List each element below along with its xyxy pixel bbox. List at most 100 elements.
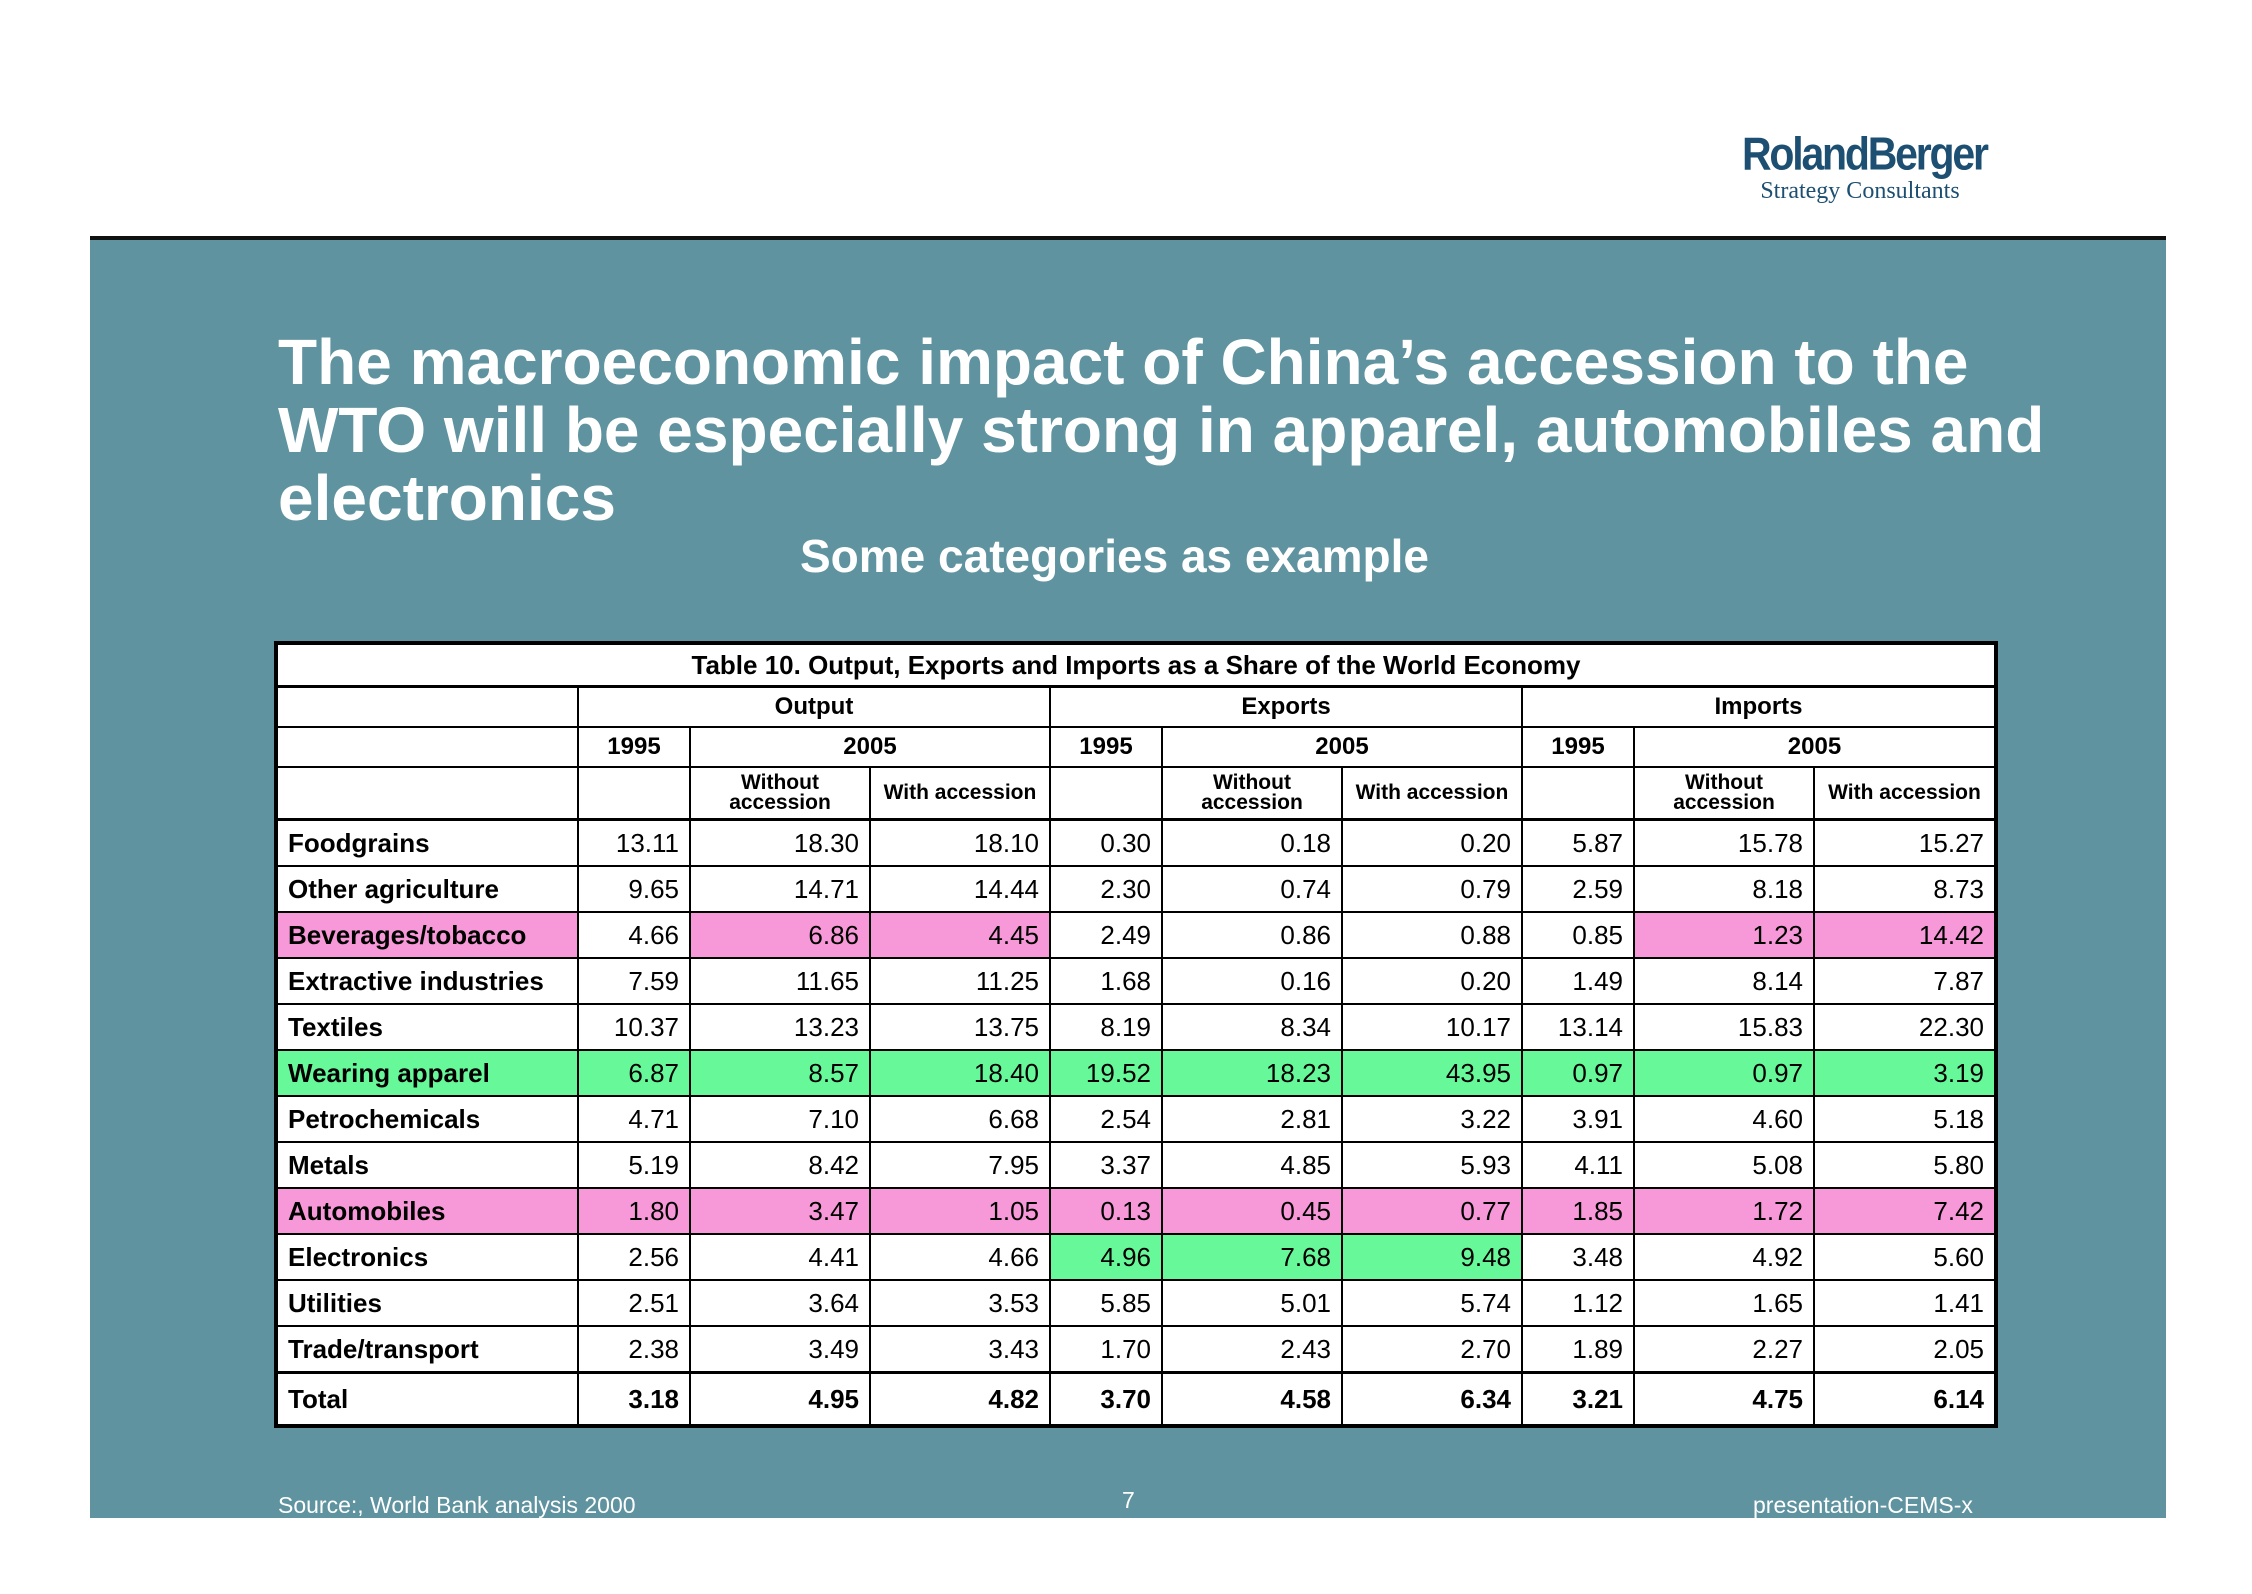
- table-cell: 1.89: [1521, 1325, 1635, 1374]
- top-rule: [90, 236, 2166, 240]
- data-table: Table 10. Output, Exports and Imports as…: [274, 641, 1998, 1428]
- table-cell: 15.78: [1633, 818, 1815, 867]
- row-label: Other agriculture: [275, 865, 579, 913]
- row-label: Metals: [275, 1141, 579, 1189]
- table-cell: 3.19: [1813, 1049, 1997, 1097]
- row-label: Textiles: [275, 1003, 579, 1051]
- table-cell: 5.60: [1813, 1233, 1997, 1281]
- table-cell: 1.49: [1521, 957, 1635, 1005]
- table-cell: 8.42: [689, 1141, 871, 1189]
- table-cell: 5.19: [577, 1141, 691, 1189]
- total-label: Total: [275, 1371, 579, 1427]
- header-blank: [275, 766, 579, 821]
- slide-subtitle: Some categories as example: [800, 530, 1429, 582]
- row-label: Petrochemicals: [275, 1095, 579, 1143]
- table-cell: 3.18: [577, 1371, 691, 1427]
- table-cell: 2.59: [1521, 865, 1635, 913]
- scenario-header-with: With accession: [1813, 766, 1997, 821]
- table-cell: 0.85: [1521, 911, 1635, 959]
- table-cell: 0.20: [1341, 818, 1523, 867]
- table-cell: 1.80: [577, 1187, 691, 1235]
- table-cell: 1.05: [869, 1187, 1051, 1235]
- logo-tagline: Strategy Consultants: [1760, 178, 1960, 204]
- table-cell: 14.44: [869, 865, 1051, 913]
- table-row: Electronics 2.56 4.41 4.66 4.96 7.68 9.48 3.48 4…: [275, 1233, 1997, 1281]
- table-cell: 3.49: [689, 1325, 871, 1374]
- scenario-header-without: Without accession: [1633, 766, 1815, 821]
- table-cell: 0.45: [1161, 1187, 1343, 1235]
- table-cell: 7.68: [1161, 1233, 1343, 1281]
- scenario-header-with: With accession: [869, 766, 1051, 821]
- table-cell: 18.40: [869, 1049, 1051, 1097]
- table-cell: 13.75: [869, 1003, 1051, 1051]
- table-cell: 4.58: [1161, 1371, 1343, 1427]
- table-cell: 13.11: [577, 818, 691, 867]
- table-cell: 3.22: [1341, 1095, 1523, 1143]
- table-cell: 11.25: [869, 957, 1051, 1005]
- table-cell: 2.70: [1341, 1325, 1523, 1374]
- total-row: Total 3.18 4.95 4.82 3.70 4.58 6.34 3.21…: [275, 1371, 1997, 1427]
- table-caption: Table 10. Output, Exports and Imports as…: [275, 642, 1997, 688]
- table-row: Automobiles 1.80 3.47 1.05 0.13 0.45 0.77 1.85 1…: [275, 1187, 1997, 1235]
- page-number: 7: [1122, 1487, 1135, 1513]
- scenario-header-without: Without accession: [1161, 766, 1343, 821]
- slide-title: The macroeconomic impact of China’s acce…: [278, 326, 2045, 534]
- row-label: Foodgrains: [275, 818, 579, 867]
- table-cell: 4.75: [1633, 1371, 1815, 1427]
- year-header: 1995: [1049, 726, 1163, 768]
- table-cell: 9.65: [577, 865, 691, 913]
- table-cell: 0.97: [1521, 1049, 1635, 1097]
- table-cell: 0.86: [1161, 911, 1343, 959]
- table-cell: 0.20: [1341, 957, 1523, 1005]
- table-cell: 10.37: [577, 1003, 691, 1051]
- table-cell: 10.17: [1341, 1003, 1523, 1051]
- table-cell: 5.18: [1813, 1095, 1997, 1143]
- table-cell: 4.96: [1049, 1233, 1163, 1281]
- table-cell: 3.70: [1049, 1371, 1163, 1427]
- table-cell: 5.85: [1049, 1279, 1163, 1327]
- table-cell: 4.85: [1161, 1141, 1343, 1189]
- row-label: Electronics: [275, 1233, 579, 1281]
- row-label: Trade/transport: [275, 1325, 579, 1374]
- table-cell: 7.95: [869, 1141, 1051, 1189]
- table-row: Foodgrains 13.11 18.30 18.10 0.30 0.18 0.20 5.8…: [275, 818, 1997, 867]
- table-cell: 4.66: [869, 1233, 1051, 1281]
- year-header: 1995: [577, 726, 691, 768]
- document-id: presentation-CEMS-x: [1753, 1492, 1973, 1518]
- table-cell: 1.72: [1633, 1187, 1815, 1235]
- scenario-header-with: With accession: [1341, 766, 1523, 821]
- table-cell: 3.53: [869, 1279, 1051, 1327]
- header-blank: [1049, 766, 1163, 821]
- table-row: Textiles 10.37 13.23 13.75 8.19 8.34 10.17 13.1…: [275, 1003, 1997, 1051]
- table-cell: 2.56: [577, 1233, 691, 1281]
- table-cell: 43.95: [1341, 1049, 1523, 1097]
- table-cell: 2.27: [1633, 1325, 1815, 1374]
- scenario-header-without: Without accession: [689, 766, 871, 821]
- table-cell: 0.97: [1633, 1049, 1815, 1097]
- table-cell: 7.42: [1813, 1187, 1997, 1235]
- table-cell: 8.73: [1813, 865, 1997, 913]
- table-cell: 0.88: [1341, 911, 1523, 959]
- table-cell: 2.43: [1161, 1325, 1343, 1374]
- table-cell: 5.93: [1341, 1141, 1523, 1189]
- table-cell: 1.70: [1049, 1325, 1163, 1374]
- table-row: Utilities 2.51 3.64 3.53 5.85 5.01 5.74 1.12 1.6…: [275, 1279, 1997, 1327]
- group-header-exports: Exports: [1049, 685, 1523, 728]
- table-cell: 2.05: [1813, 1325, 1997, 1374]
- group-header-output: Output: [577, 685, 1051, 728]
- table-cell: 6.87: [577, 1049, 691, 1097]
- table-cell: 18.23: [1161, 1049, 1343, 1097]
- table-cell: 4.45: [869, 911, 1051, 959]
- table-cell: 5.08: [1633, 1141, 1815, 1189]
- year-header: 2005: [1633, 726, 1997, 768]
- table-cell: 3.48: [1521, 1233, 1635, 1281]
- table-cell: 6.14: [1813, 1371, 1997, 1427]
- table-cell: 2.54: [1049, 1095, 1163, 1143]
- roland-berger-logo: RolandBerger Strategy Consultants: [1742, 128, 1989, 204]
- table-cell: 14.42: [1813, 911, 1997, 959]
- table-cell: 2.38: [577, 1325, 691, 1374]
- table-cell: 0.30: [1049, 818, 1163, 867]
- table-cell: 19.52: [1049, 1049, 1163, 1097]
- table-cell: 13.23: [689, 1003, 871, 1051]
- header-blank: [275, 685, 579, 728]
